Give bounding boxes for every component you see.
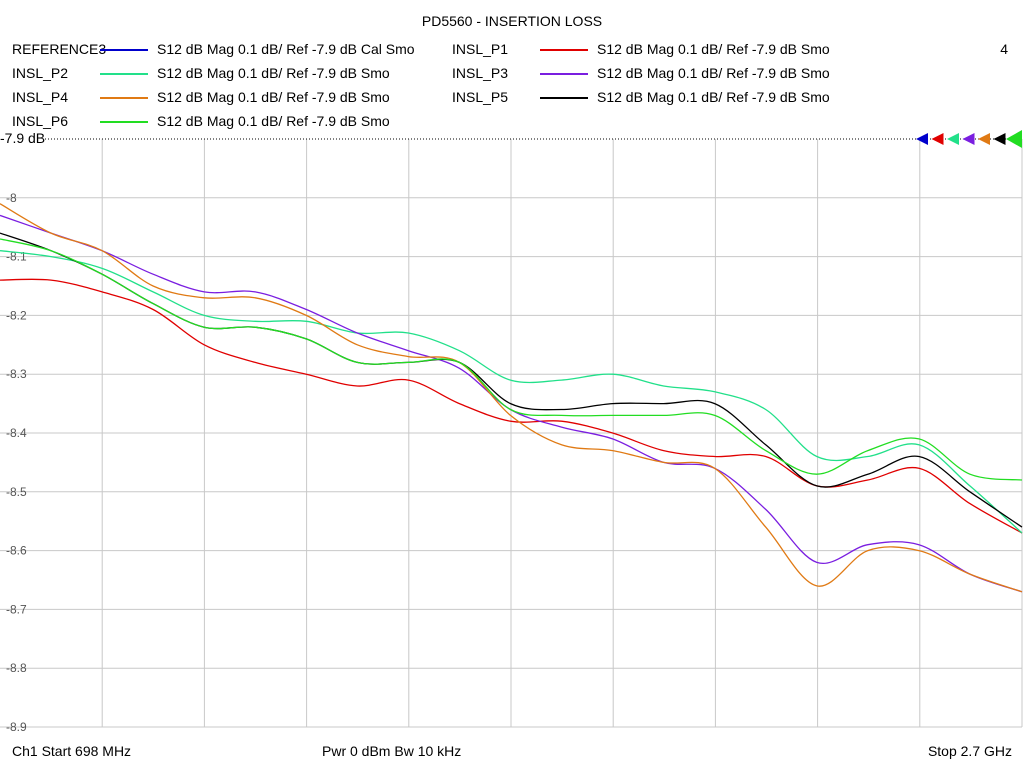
legend-name-insl-p2: INSL_P2 bbox=[12, 65, 69, 81]
series-line-insl-p6 bbox=[0, 238, 1023, 481]
legend-line-insl-p1 bbox=[540, 49, 588, 51]
legend-desc-insl-p6: S12 dB Mag 0.1 dB/ Ref -7.9 dB Smo bbox=[157, 113, 390, 129]
start-frequency: Ch1 Start 698 MHz bbox=[12, 743, 132, 759]
legend-line-insl-p2 bbox=[100, 73, 148, 75]
y-tick-label: -8.9 bbox=[6, 720, 27, 734]
y-tick-label: -8.2 bbox=[6, 308, 27, 322]
legend-name-insl-p5: INSL_P5 bbox=[452, 89, 509, 105]
legend-name-reference3: REFERENCE3 bbox=[12, 41, 107, 57]
reference-level-label: -7.9 dB bbox=[0, 130, 46, 146]
trace-marker-insl-p3[interactable] bbox=[962, 133, 975, 145]
trace-marker-insl-p5[interactable] bbox=[993, 133, 1006, 145]
trace-marker-reference3[interactable] bbox=[916, 133, 928, 145]
legend-desc-insl-p2: S12 dB Mag 0.1 dB/ Ref -7.9 dB Smo bbox=[157, 65, 390, 81]
trace-marker-insl-p6[interactable] bbox=[1006, 130, 1022, 148]
trace-marker-insl-p2[interactable] bbox=[947, 133, 959, 145]
stop-frequency: Stop 2.7 GHz bbox=[927, 743, 1012, 759]
grid bbox=[0, 138, 1023, 728]
legend-line-insl-p5 bbox=[540, 97, 588, 99]
y-tick-label: -8.8 bbox=[6, 661, 27, 675]
series-line-insl-p2 bbox=[0, 250, 1023, 534]
legend-name-insl-p1: INSL_P1 bbox=[452, 41, 509, 57]
legend-line-reference3 bbox=[100, 49, 148, 51]
series-lines bbox=[0, 203, 1023, 593]
chart-title: PD5560 - INSERTION LOSS bbox=[421, 13, 603, 29]
y-tick-label: -8.6 bbox=[6, 544, 27, 558]
legend-line-insl-p3 bbox=[540, 73, 588, 75]
legend-desc-insl-p4: S12 dB Mag 0.1 dB/ Ref -7.9 dB Smo bbox=[157, 89, 390, 105]
y-tick-label: -8 bbox=[6, 191, 17, 205]
legend-desc-insl-p3: S12 dB Mag 0.1 dB/ Ref -7.9 dB Smo bbox=[597, 65, 830, 81]
trace-marker-insl-p1[interactable] bbox=[931, 133, 944, 145]
legend-desc-insl-p1: S12 dB Mag 0.1 dB/ Ref -7.9 dB Smo bbox=[597, 41, 830, 57]
trace-markers[interactable] bbox=[916, 130, 1022, 148]
series-line-insl-p4 bbox=[0, 203, 1023, 593]
legend-name-insl-p4: INSL_P4 bbox=[12, 89, 69, 105]
power-bandwidth: Pwr 0 dBm Bw 10 kHz bbox=[322, 743, 462, 759]
y-tick-label: -8.5 bbox=[6, 485, 27, 499]
legend-name-insl-p6: INSL_P6 bbox=[12, 113, 69, 129]
marker-count: 4 bbox=[1000, 41, 1008, 57]
y-tick-label: -8.4 bbox=[6, 426, 27, 440]
legend-line-insl-p4 bbox=[100, 97, 148, 99]
legend-desc-reference3: S12 dB Mag 0.1 dB/ Ref -7.9 dB Cal Smo bbox=[157, 41, 415, 57]
y-tick-label: -8.7 bbox=[6, 602, 27, 616]
trace-marker-insl-p4[interactable] bbox=[978, 133, 990, 145]
y-tick-labels: -8-8.1-8.2-8.3-8.4-8.5-8.6-8.7-8.8-8.9 bbox=[6, 191, 27, 734]
legend-desc-insl-p5: S12 dB Mag 0.1 dB/ Ref -7.9 dB Smo bbox=[597, 89, 830, 105]
legend-name-insl-p3: INSL_P3 bbox=[452, 65, 509, 81]
y-tick-label: -8.3 bbox=[6, 367, 27, 381]
legend-line-insl-p6 bbox=[100, 121, 148, 123]
series-line-insl-p1 bbox=[0, 278, 1023, 534]
